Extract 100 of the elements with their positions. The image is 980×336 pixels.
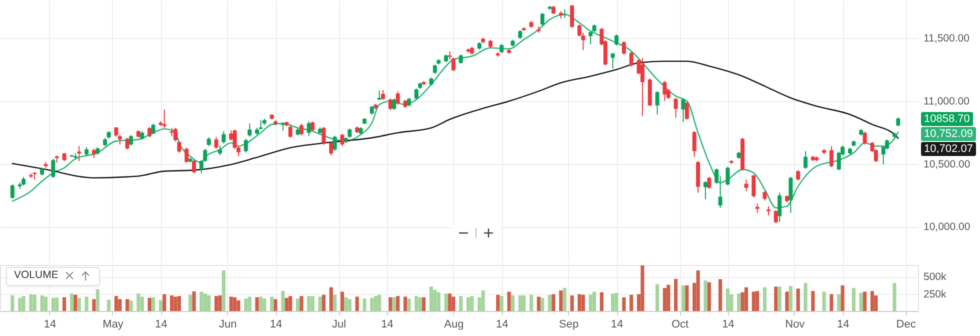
candlestick: [681, 98, 686, 123]
bar: [77, 298, 81, 311]
bar: [640, 265, 644, 311]
x-tick-label: May: [102, 318, 124, 330]
x-tick-label: Jul: [332, 318, 346, 330]
bar: [396, 296, 400, 311]
bar: [737, 293, 741, 311]
candlestick: [322, 126, 326, 146]
bar: [548, 294, 552, 311]
candlestick: [288, 124, 292, 138]
bar: [778, 286, 782, 311]
bar: [837, 294, 841, 311]
text: 10,702.07: [921, 142, 976, 156]
bar: [588, 294, 592, 311]
candlestick: [414, 88, 418, 100]
bar: [232, 297, 237, 311]
bar: [481, 290, 485, 311]
candlestick: [500, 44, 504, 54]
line-series: [12, 60, 899, 179]
bar: [44, 296, 48, 311]
candlestick: [396, 90, 400, 106]
candlestick: [348, 128, 352, 138]
bar: [92, 299, 96, 311]
bar: [611, 293, 615, 311]
bar: [433, 290, 437, 311]
bar: [581, 294, 585, 311]
bar: [436, 292, 440, 311]
bar: [322, 294, 326, 311]
bar: [466, 297, 470, 311]
candlestick: [622, 40, 626, 56]
bar: [333, 294, 337, 311]
bar: [300, 296, 304, 311]
bar: [177, 296, 181, 311]
bar: [418, 297, 422, 311]
bar: [804, 282, 808, 311]
bar: [874, 295, 878, 311]
candlestick: [610, 52, 615, 70]
x-tick-label: 14: [155, 318, 168, 330]
bar: [140, 296, 144, 311]
candlestick: [192, 158, 196, 174]
candlestick: [151, 123, 156, 136]
candlestick: [84, 146, 89, 157]
bar: [32, 294, 36, 311]
bar: [762, 287, 767, 311]
bar: [18, 298, 22, 311]
candlestick: [762, 190, 767, 201]
bar: [274, 299, 278, 311]
bar: [192, 291, 196, 311]
bar: [374, 296, 378, 311]
bar: [422, 297, 426, 311]
candlestick: [744, 178, 748, 192]
candlestick: [629, 51, 634, 68]
candlestick: [662, 80, 667, 102]
bar: [496, 294, 500, 311]
candlestick: [381, 90, 386, 100]
bar: [214, 296, 218, 311]
candlestick: [755, 202, 760, 214]
bar: [444, 293, 448, 311]
y-tick-label: 11,000.00: [924, 95, 970, 108]
bar: [370, 298, 374, 311]
bar: [388, 297, 392, 311]
bar: [29, 294, 33, 311]
bar: [203, 293, 207, 311]
candlestick: [674, 97, 678, 118]
bar: [662, 288, 666, 311]
candlestick: [614, 34, 619, 46]
y-tick-label: 250k: [924, 288, 948, 300]
bar: [70, 293, 74, 311]
x-tick-label: 14: [44, 318, 56, 330]
bar: [685, 285, 689, 311]
x-tick-label: Aug: [444, 318, 464, 330]
bar: [344, 297, 348, 311]
bar: [84, 296, 88, 311]
bar: [55, 298, 59, 311]
bar: [148, 298, 152, 311]
bar: [756, 291, 760, 311]
y-tick-label: 500k: [924, 271, 948, 284]
text: 10,752.09: [921, 126, 976, 141]
candlestick: [248, 122, 252, 138]
candlestick: [244, 138, 248, 154]
bar: [500, 296, 504, 311]
bar: [718, 279, 722, 311]
bar: [288, 296, 292, 311]
bar: [62, 297, 66, 311]
bar: [414, 296, 418, 311]
bar: [448, 293, 452, 311]
bar: [392, 297, 396, 311]
bar: [452, 296, 456, 311]
y-tick-label: 10,000.00: [924, 221, 970, 234]
x-tick-label: Nov: [785, 318, 806, 330]
x-tick-label: 14: [722, 318, 734, 330]
chart-title: VOLUME: [14, 269, 58, 282]
bar: [852, 288, 856, 311]
bar: [570, 295, 574, 311]
bar: [630, 294, 634, 311]
bar: [507, 292, 511, 311]
bar: [22, 296, 26, 311]
x-tick-label: 14: [381, 318, 394, 330]
bar: [592, 292, 596, 311]
x-tick-label: 14: [610, 318, 624, 330]
